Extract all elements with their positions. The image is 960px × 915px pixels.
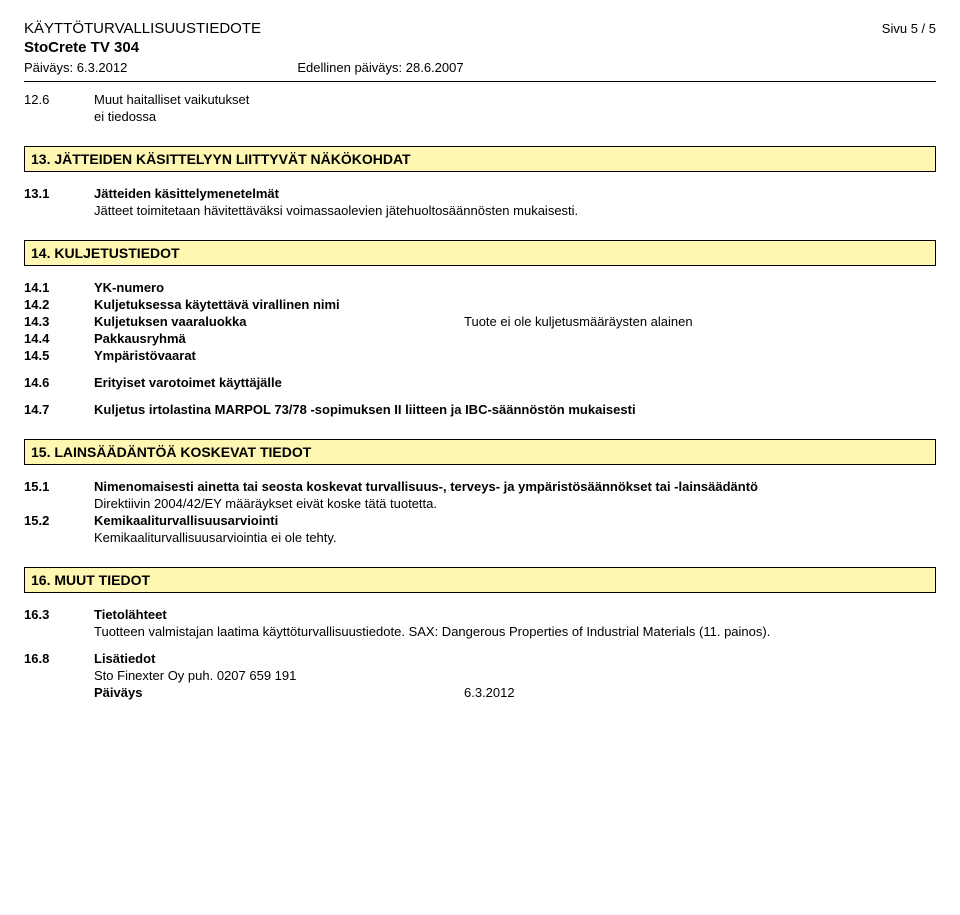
section-value-14-3: Tuote ei ole kuljetusmääräysten alainen [464, 314, 693, 329]
section-text-12-6: ei tiedossa [94, 109, 156, 124]
section-title-14-2: Kuljetuksessa käytettävä virallinen nimi [94, 297, 340, 312]
section-num-14-7: 14.7 [24, 402, 94, 417]
doc-title: KÄYTTÖTURVALLISUUSTIEDOTE [24, 20, 261, 37]
section-num-15-2: 15.2 [24, 513, 94, 528]
footer-date-value: 6.3.2012 [464, 685, 515, 700]
section-title-15-2: Kemikaaliturvallisuusarviointi [94, 513, 278, 528]
section-text-16-3: Tuotteen valmistajan laatima käyttöturva… [94, 624, 936, 639]
section-title-14-6: Erityiset varotoimet käyttäjälle [94, 375, 282, 390]
section-num-14-5: 14.5 [24, 348, 94, 363]
section-title-14-3: Kuljetuksen vaaraluokka [94, 314, 464, 329]
section-num-16-3: 16.3 [24, 607, 94, 622]
section-title-12-6: Muut haitalliset vaikutukset [94, 92, 249, 107]
section-text-15-1: Direktiivin 2004/42/EY määräykset eivät … [94, 496, 437, 511]
page-number: Sivu 5 / 5 [882, 21, 936, 36]
section-banner-15: 15. LAINSÄÄDÄNTÖÄ KOSKEVAT TIEDOT [24, 439, 936, 465]
header-divider [24, 81, 936, 82]
section-banner-16: 16. MUUT TIEDOT [24, 567, 936, 593]
date-label: Päiväys: 6.3.2012 [24, 60, 127, 75]
section-title-14-5: Ympäristövaarat [94, 348, 196, 363]
section-title-15-1: Nimenomaisesti ainetta tai seosta koskev… [94, 479, 936, 494]
section-text-16-8: Sto Finexter Oy puh. 0207 659 191 [94, 668, 296, 683]
section-num-15-1: 15.1 [24, 479, 94, 494]
section-num-14-6: 14.6 [24, 375, 94, 390]
section-title-13-1: Jätteiden käsittelymenetelmät [94, 186, 279, 201]
section-title-14-7: Kuljetus irtolastina MARPOL 73/78 -sopim… [94, 402, 636, 417]
section-num-14-2: 14.2 [24, 297, 94, 312]
section-num-14-1: 14.1 [24, 280, 94, 295]
section-num-12-6: 12.6 [24, 92, 94, 107]
section-num-14-3: 14.3 [24, 314, 94, 329]
section-text-15-2: Kemikaaliturvallisuusarviointia ei ole t… [94, 530, 337, 545]
section-num-14-4: 14.4 [24, 331, 94, 346]
product-name: StoCrete TV 304 [24, 39, 936, 56]
section-text-13-1: Jätteet toimitetaan hävitettäväksi voima… [94, 203, 578, 218]
footer-date-label: Päiväys [94, 685, 464, 700]
section-title-16-3: Tietolähteet [94, 607, 167, 622]
section-num-13-1: 13.1 [24, 186, 94, 201]
section-title-14-1: YK-numero [94, 280, 164, 295]
section-title-16-8: Lisätiedot [94, 651, 155, 666]
prev-date-label: Edellinen päiväys: 28.6.2007 [297, 60, 463, 75]
section-banner-13: 13. JÄTTEIDEN KÄSITTELYYN LIITTYVÄT NÄKÖ… [24, 146, 936, 172]
section-banner-14: 14. KULJETUSTIEDOT [24, 240, 936, 266]
section-title-14-4: Pakkausryhmä [94, 331, 186, 346]
section-num-16-8: 16.8 [24, 651, 94, 666]
